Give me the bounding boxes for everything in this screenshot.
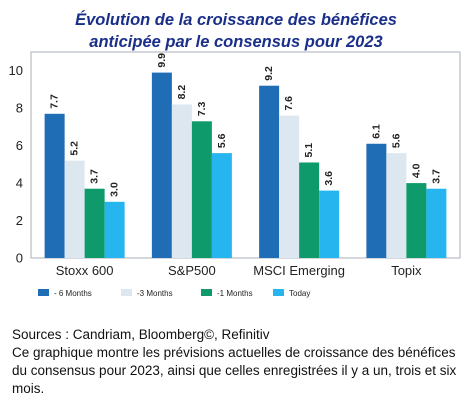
data-label-0-0: 7.7 — [49, 94, 61, 109]
bar-0-1 — [64, 160, 85, 258]
data-label-2-0: 9.2 — [263, 66, 275, 81]
legend-label-1: -3 Months — [137, 289, 173, 298]
legend-label-0: - 6 Months — [54, 289, 92, 298]
bar-3-3 — [426, 188, 447, 258]
data-label-2-3: 3.6 — [323, 171, 335, 186]
bar-3-1 — [386, 153, 407, 258]
bar-0-0 — [44, 113, 65, 258]
description-text: Ce graphique montre les prévisions actue… — [12, 345, 457, 396]
bar-2-2 — [299, 162, 320, 258]
bar-2-0 — [259, 85, 280, 258]
data-label-0-3: 3.0 — [109, 182, 121, 197]
y-tick-label-0: 0 — [16, 251, 23, 266]
bar-3-2 — [406, 183, 427, 258]
bar-1-0 — [151, 72, 172, 258]
data-label-0-1: 5.2 — [69, 141, 81, 156]
legend-swatch-0 — [38, 289, 49, 296]
bar-3-0 — [366, 143, 387, 258]
legend-swatch-1 — [121, 289, 132, 296]
bar-1-3 — [211, 153, 232, 258]
y-tick-label-2: 4 — [16, 176, 23, 191]
bar-2-1 — [279, 115, 300, 258]
data-label-0-2: 3.7 — [89, 169, 101, 184]
data-label-3-0: 6.1 — [370, 124, 382, 139]
chart-title-line-1: Évolution de la croissance des bénéfices — [75, 11, 397, 29]
bar-1-2 — [191, 121, 212, 258]
y-tick-label-5: 10 — [9, 63, 23, 78]
sources-text: Sources : Candriam, Bloomberg©, Refiniti… — [12, 327, 270, 342]
plot-frame — [30, 51, 461, 259]
bar-0-2 — [84, 188, 105, 258]
bar-1-1 — [171, 104, 192, 258]
data-label-3-3: 3.7 — [430, 169, 442, 184]
data-label-3-2: 4.0 — [410, 163, 422, 178]
bar-chart: 0 2 4 6 8 10 7.7 5.2 3.7 3.0 Stoxx 600 9.9 8.2 7.3 5.6… — [9, 51, 461, 298]
legend-swatch-2 — [201, 289, 212, 296]
data-label-3-1: 5.6 — [390, 133, 402, 148]
legend-label-2: -1 Months — [217, 289, 253, 298]
y-tick-label-1: 2 — [16, 213, 23, 228]
caption: Sources : Candriam, Bloomberg©, Refiniti… — [12, 326, 468, 398]
x-tick-label-3: Topix — [391, 263, 422, 278]
chart-title-line-2: anticipée par le consensus pour 2023 — [89, 33, 383, 51]
bar-0-3 — [104, 201, 125, 258]
data-label-2-2: 5.1 — [303, 143, 315, 158]
legend-swatch-3 — [273, 289, 284, 296]
x-tick-label-0: Stoxx 600 — [56, 263, 114, 278]
y-tick-label-4: 8 — [16, 101, 23, 116]
data-label-1-3: 5.6 — [216, 133, 228, 148]
y-tick-label-3: 6 — [16, 138, 23, 153]
data-label-1-1: 8.2 — [176, 85, 188, 100]
x-tick-label-2: MSCI Emerging — [253, 263, 345, 278]
legend-label-3: Today — [289, 289, 310, 298]
bar-2-3 — [319, 190, 340, 258]
data-label-2-1: 7.6 — [283, 96, 295, 111]
chart-title: Évolution de la croissance des bénéfices… — [0, 9, 472, 53]
data-label-1-2: 7.3 — [196, 102, 208, 117]
x-tick-label-1: S&P500 — [168, 263, 216, 278]
data-label-1-0: 9.9 — [156, 53, 168, 68]
